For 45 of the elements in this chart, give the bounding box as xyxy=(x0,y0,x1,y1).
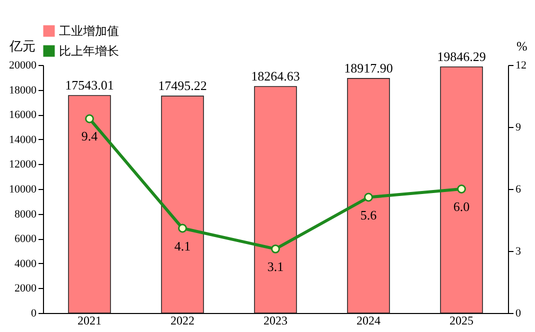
y-axis-title: 亿元 xyxy=(8,38,36,54)
data-label: 4.1 xyxy=(174,238,191,254)
x-tick-label: 2024 xyxy=(356,314,380,328)
bar xyxy=(254,86,297,314)
data-label: 19846.29 xyxy=(437,48,486,64)
y-tick-label: 0 xyxy=(31,308,37,320)
y2-tick-label: 0 xyxy=(516,308,522,320)
x-tick-label: 2021 xyxy=(78,314,102,328)
point xyxy=(457,184,466,194)
x-tick-label: 2022 xyxy=(170,314,194,328)
y2-axis-title: % xyxy=(516,38,528,54)
point xyxy=(271,244,280,254)
y-tick-label: 10000 xyxy=(9,184,37,196)
data-label: 6.0 xyxy=(453,199,470,214)
bar xyxy=(161,96,204,314)
point xyxy=(85,114,94,124)
data-label: 3.1 xyxy=(267,258,284,274)
bar xyxy=(68,95,111,314)
y-tick-label: 20000 xyxy=(9,60,37,72)
data-label: 17543.01 xyxy=(65,77,114,92)
x-tick-label: 2023 xyxy=(264,314,288,328)
data-label: 17495.22 xyxy=(158,78,207,94)
data-label: 5.6 xyxy=(360,207,378,222)
point xyxy=(364,192,373,202)
legend-label: 工业增加值 xyxy=(59,24,119,38)
bar xyxy=(440,66,483,314)
y-tick-label: 14000 xyxy=(9,134,37,146)
y-tick-label: 18000 xyxy=(9,84,37,96)
y2-tick-label: 3 xyxy=(516,246,522,258)
legend-label: 比上年增长 xyxy=(59,44,119,58)
y2-tick-label: 9 xyxy=(516,122,522,134)
y-tick-label: 4000 xyxy=(14,258,37,270)
y-tick-label: 6000 xyxy=(14,233,37,246)
y-tick-label: 12000 xyxy=(9,158,37,171)
point xyxy=(178,224,187,233)
y-tick-label: 2000 xyxy=(14,282,37,295)
y-tick-label: 16000 xyxy=(9,109,37,122)
y-tick-label: 8000 xyxy=(14,208,37,220)
bar xyxy=(347,78,390,314)
data-label: 18264.63 xyxy=(251,68,300,84)
y2-tick-label: 12 xyxy=(516,60,526,72)
x-tick-label: 2025 xyxy=(450,314,474,328)
data-label: 18917.90 xyxy=(344,60,393,76)
y2-tick-label: 6 xyxy=(516,184,522,196)
data-label: 9.4 xyxy=(81,128,98,144)
